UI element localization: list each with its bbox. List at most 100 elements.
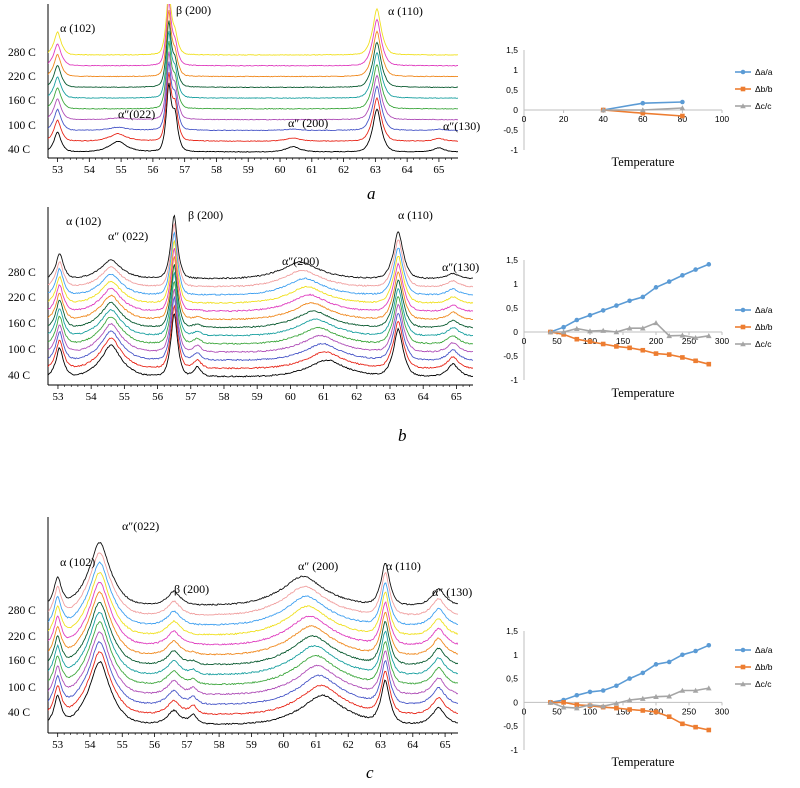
y-tick-label: 1,5 (506, 45, 518, 55)
data-point (600, 703, 606, 709)
peak-label: α (110) (388, 4, 423, 18)
peak-label: α″ (200) (288, 116, 328, 130)
x-tick-label: 150 (616, 336, 630, 346)
x-tick-label: 53 (52, 739, 64, 751)
temperature-label: 280 C (8, 47, 36, 59)
xrd-trace (48, 231, 473, 296)
data-point (693, 267, 698, 272)
xrd-trace (48, 4, 458, 56)
xrd-trace (48, 248, 473, 313)
legend-label: Δb/b (755, 662, 773, 672)
y-tick-label: 0 (513, 105, 518, 115)
x-tick-label: 300 (715, 706, 729, 716)
legend-marker (740, 664, 746, 670)
y-tick-label: 0,5 (506, 674, 518, 684)
x-tick-label: 57 (185, 391, 197, 403)
temperature-label: 220 C (8, 631, 36, 643)
data-point (680, 652, 685, 658)
x-tick-label: 50 (552, 706, 562, 716)
peak-label: β (200) (174, 582, 209, 596)
legend-label: Δc/c (755, 339, 772, 349)
data-point (627, 298, 632, 304)
temperature-label: 40 C (8, 370, 30, 382)
legend-label: Δc/c (755, 679, 772, 689)
x-tick-label: 62 (351, 391, 362, 403)
y-tick-label: -1 (510, 745, 518, 755)
x-tick-label: 60 (275, 164, 287, 176)
data-point (680, 113, 685, 119)
data-point (653, 662, 659, 667)
data-point (587, 339, 593, 344)
x-tick-label: 65 (440, 739, 452, 751)
y-tick-label: 1 (513, 650, 518, 660)
y-tick-label: 1 (513, 65, 518, 75)
x-tick-label: 61 (310, 739, 321, 751)
data-point (653, 351, 659, 356)
data-point (679, 105, 686, 111)
panel-letter: c (366, 763, 374, 782)
data-point (666, 352, 672, 357)
x-tick-label: 58 (214, 739, 226, 751)
y-tick-label: -0,5 (503, 351, 518, 361)
data-point (587, 701, 593, 708)
x-tick-label: 62 (338, 164, 349, 176)
x-tick-label: 250 (682, 336, 696, 346)
x-tick-label: 54 (86, 391, 98, 403)
xrd-trace (48, 280, 473, 345)
peak-label: α″(200) (282, 254, 319, 268)
data-point (561, 324, 566, 330)
data-point (653, 709, 659, 715)
trend-x-label: Temperature (612, 755, 675, 769)
xrd-trace (48, 271, 473, 337)
data-point (574, 317, 580, 323)
peak-label: α (102) (66, 214, 101, 228)
data-point (600, 308, 606, 313)
x-tick-label: 100 (583, 706, 597, 716)
legend-marker (740, 86, 746, 92)
data-point (680, 355, 685, 360)
legend-label: Δa/a (755, 645, 773, 655)
xrd-trace (48, 304, 473, 370)
trend-x-label: Temperature (612, 155, 675, 169)
data-point (653, 285, 659, 290)
x-tick-label: 150 (616, 706, 630, 716)
peak-label: α (102) (60, 21, 95, 35)
x-tick-label: 60 (285, 391, 297, 403)
legend-marker (740, 341, 746, 347)
x-tick-label: 64 (407, 739, 419, 751)
x-tick-label: 56 (147, 164, 159, 176)
data-point (706, 361, 712, 367)
data-point (693, 648, 698, 654)
data-point (574, 705, 580, 711)
panel-letter: a (367, 184, 376, 203)
x-tick-label: 0 (522, 336, 527, 346)
temperature-label: 220 C (8, 292, 36, 304)
data-point (574, 702, 580, 708)
y-tick-label: -0,5 (503, 125, 518, 135)
legend-label: Δb/b (755, 322, 773, 332)
data-point (640, 110, 646, 116)
data-point (614, 344, 619, 349)
panel-c: 53 54 55 56 57 58 59 60 61 62 63 64 65 280 C 220 C 160 … (8, 517, 773, 782)
xrd-trace (48, 591, 458, 656)
series-line (550, 644, 710, 704)
xrd-chart: 53 54 55 56 57 58 59 60 61 62 63 64 65 280 C 220 C 160 … (8, 517, 472, 751)
x-tick-label: 64 (402, 164, 414, 176)
data-point (574, 336, 580, 342)
xrd-chart: 53 54 55 56 57 58 59 60 61 62 63 64 65 280 C 220 C 160 … (8, 207, 479, 403)
data-point (640, 100, 646, 106)
x-tick-label: 40 (598, 114, 608, 124)
xrd-trace (48, 20, 458, 89)
data-point (706, 685, 712, 691)
data-point (680, 721, 685, 727)
xrd-trace (48, 72, 458, 142)
legend-marker (740, 647, 746, 653)
legend-marker (740, 69, 746, 75)
x-tick-label: 55 (119, 391, 131, 403)
data-point (613, 700, 620, 706)
temperature-label: 160 C (8, 318, 36, 330)
x-tick-label: 63 (375, 739, 387, 751)
xrd-trace (48, 640, 458, 706)
data-point (600, 688, 606, 693)
